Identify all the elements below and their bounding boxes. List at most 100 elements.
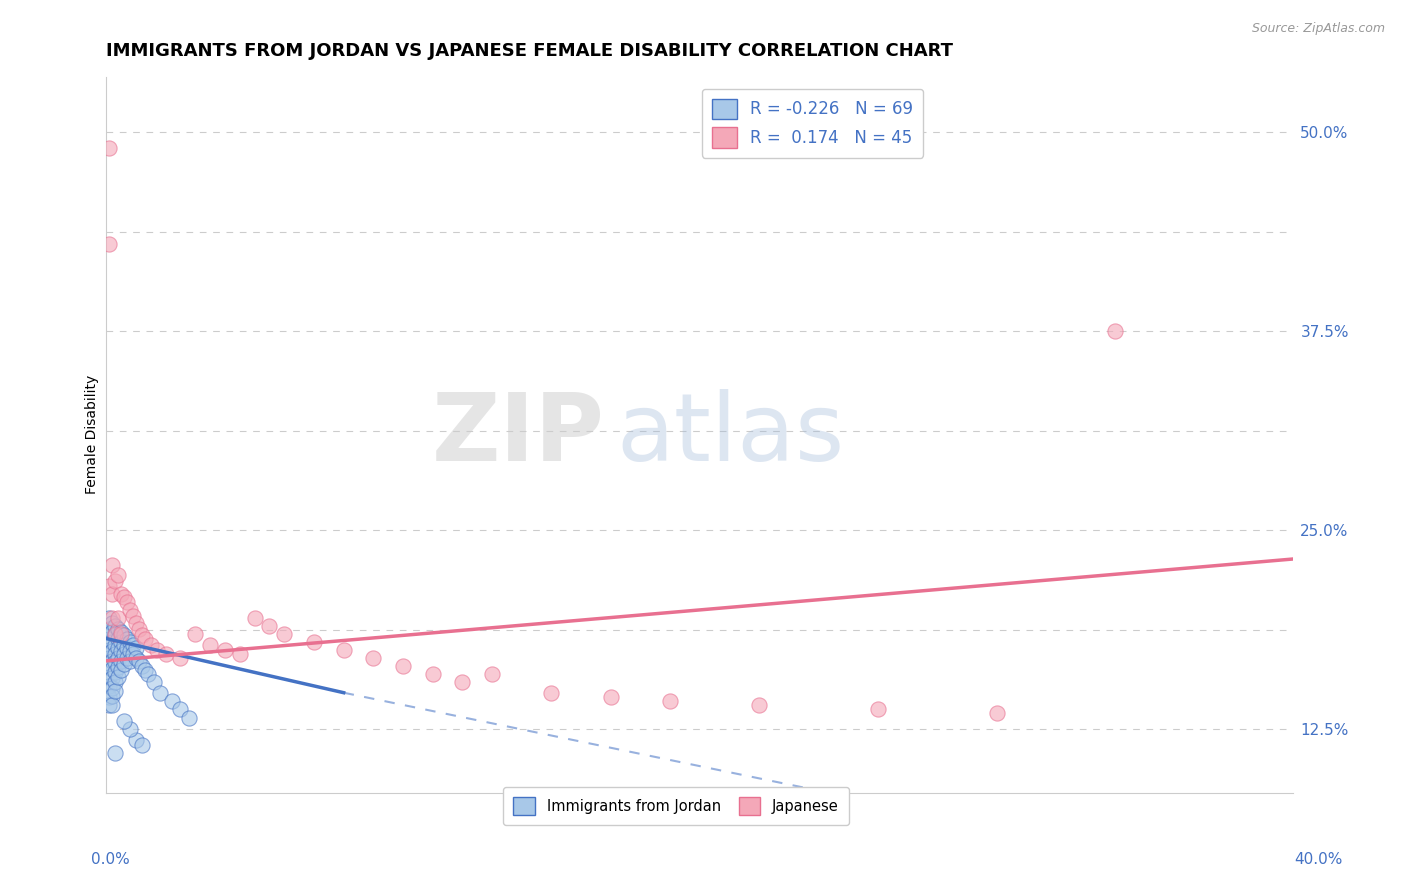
Point — [748, 698, 770, 713]
Point — [110, 587, 132, 601]
Point — [107, 650, 129, 665]
Point — [659, 693, 682, 707]
Y-axis label: Female Disability: Female Disability — [86, 376, 100, 494]
Point — [98, 236, 121, 251]
Text: Source: ZipAtlas.com: Source: ZipAtlas.com — [1251, 22, 1385, 36]
Legend: Immigrants from Jordan, Japanese: Immigrants from Jordan, Japanese — [503, 787, 849, 825]
Point — [112, 638, 135, 652]
Point — [104, 684, 127, 698]
Point — [115, 650, 138, 665]
Point — [179, 711, 201, 725]
Point — [184, 627, 207, 641]
Point — [118, 603, 141, 617]
Point — [131, 658, 153, 673]
Point — [451, 674, 474, 689]
Point — [115, 595, 138, 609]
Point — [160, 693, 183, 707]
Point — [112, 714, 135, 729]
Point — [104, 746, 127, 760]
Point — [149, 686, 172, 700]
Point — [122, 609, 145, 624]
Point — [169, 701, 191, 715]
Text: IMMIGRANTS FROM JORDAN VS JAPANESE FEMALE DISABILITY CORRELATION CHART: IMMIGRANTS FROM JORDAN VS JAPANESE FEMAL… — [107, 42, 953, 60]
Point — [98, 650, 121, 665]
Point — [145, 642, 167, 657]
Point — [392, 658, 415, 673]
Point — [118, 634, 141, 648]
Point — [125, 733, 148, 747]
Point — [110, 625, 132, 640]
Point — [98, 690, 121, 705]
Point — [214, 642, 236, 657]
Point — [122, 638, 145, 652]
Point — [112, 628, 135, 642]
Point — [110, 654, 132, 668]
Point — [243, 611, 266, 625]
Point — [104, 656, 127, 670]
Point — [134, 664, 156, 678]
Point — [422, 666, 444, 681]
Point — [101, 698, 124, 713]
Point — [986, 706, 1008, 721]
Point — [118, 644, 141, 658]
Point — [101, 611, 124, 625]
Point — [104, 619, 127, 633]
Point — [107, 641, 129, 656]
Point — [101, 689, 124, 703]
Point — [540, 686, 562, 700]
Point — [142, 674, 165, 689]
Point — [599, 690, 621, 705]
Point — [104, 628, 127, 642]
Text: 0.0%: 0.0% — [91, 852, 131, 867]
Point — [259, 619, 281, 633]
Point — [128, 654, 150, 668]
Point — [110, 664, 132, 678]
Point — [107, 567, 129, 582]
Point — [112, 590, 135, 604]
Point — [104, 627, 127, 641]
Point — [98, 141, 121, 155]
Point — [101, 672, 124, 686]
Point — [104, 638, 127, 652]
Point — [107, 632, 129, 646]
Point — [98, 642, 121, 657]
Point — [101, 654, 124, 668]
Point — [332, 642, 354, 657]
Point — [115, 632, 138, 646]
Point — [101, 681, 124, 695]
Point — [481, 666, 503, 681]
Point — [125, 615, 148, 630]
Point — [198, 638, 221, 652]
Point — [104, 648, 127, 662]
Point — [118, 654, 141, 668]
Point — [169, 650, 191, 665]
Point — [115, 641, 138, 656]
Point — [101, 615, 124, 630]
Point — [302, 634, 325, 648]
Point — [107, 660, 129, 674]
Point — [112, 648, 135, 662]
Point — [139, 638, 162, 652]
Point — [98, 670, 121, 684]
Point — [107, 670, 129, 684]
Point — [98, 658, 121, 673]
Point — [110, 627, 132, 641]
Point — [98, 611, 121, 625]
Point — [101, 558, 124, 573]
Point — [363, 650, 385, 665]
Point — [155, 648, 177, 662]
Point — [98, 679, 121, 693]
Point — [101, 625, 124, 640]
Point — [229, 648, 252, 662]
Point — [98, 622, 121, 636]
Point — [104, 665, 127, 679]
Point — [98, 632, 121, 646]
Point — [112, 657, 135, 671]
Point — [107, 622, 129, 636]
Point — [131, 628, 153, 642]
Point — [273, 627, 295, 641]
Point — [131, 738, 153, 752]
Point — [122, 648, 145, 662]
Point — [98, 698, 121, 713]
Point — [104, 574, 127, 589]
